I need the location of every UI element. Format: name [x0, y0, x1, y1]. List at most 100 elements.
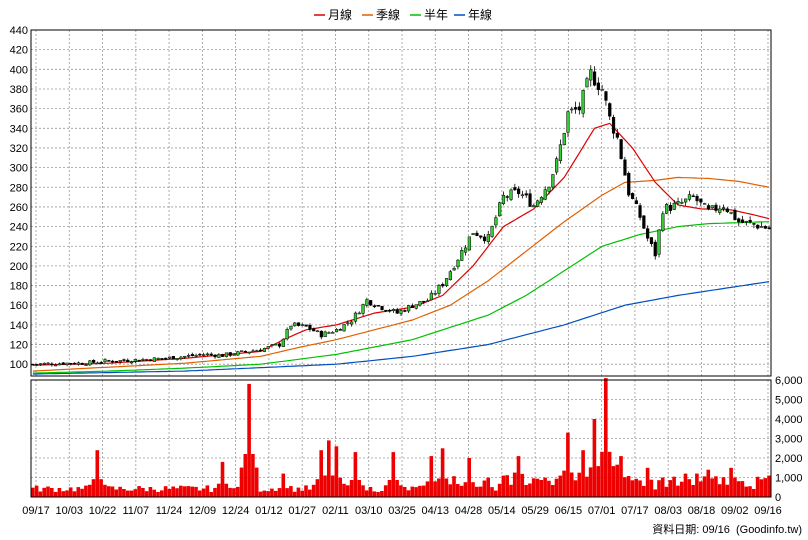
volume-bar — [554, 478, 559, 497]
volume-bar — [182, 486, 187, 497]
candle-body — [585, 78, 589, 88]
candlestick — [433, 290, 437, 296]
volume-bar — [547, 480, 551, 497]
candle-body — [312, 328, 316, 332]
date-tick-label: 10/03 — [56, 505, 84, 517]
candle-body — [767, 227, 771, 230]
footer-source: 資料日期: 09/16 (Goodinfo.tw) — [652, 524, 802, 536]
candle-body — [338, 329, 342, 331]
candle-body — [76, 362, 81, 365]
candlestick — [171, 356, 175, 360]
candlestick — [699, 198, 703, 206]
candlestick — [460, 247, 464, 261]
volume-bar — [251, 454, 255, 497]
candle-body — [672, 202, 676, 210]
candle-body — [327, 332, 331, 334]
ma-line-年線 — [32, 281, 770, 375]
volume-bar — [630, 480, 635, 497]
candlestick — [501, 191, 506, 206]
candlestick — [657, 229, 661, 258]
volume-bar — [429, 456, 434, 497]
volume-bar — [440, 448, 445, 498]
candle-body — [733, 209, 737, 220]
volume-bar — [118, 486, 122, 497]
volume-bar — [592, 419, 597, 497]
volume-bar — [110, 486, 115, 497]
price-tick-label: 380 — [10, 84, 28, 96]
volume-bar — [300, 490, 304, 497]
volume-bar — [50, 488, 54, 497]
candlestick — [38, 363, 43, 366]
volume-bar — [91, 479, 96, 497]
volume-bar — [562, 470, 566, 497]
candlestick — [391, 308, 396, 313]
candlestick — [524, 190, 528, 198]
volume-bar — [160, 490, 164, 497]
candlestick — [145, 358, 149, 362]
volume-bar — [148, 487, 153, 497]
volume-bar — [501, 475, 506, 497]
candle-body — [539, 197, 544, 203]
candle-body — [740, 219, 745, 223]
volume-tick-label: 1,000 — [775, 473, 803, 485]
volume-bar — [338, 477, 342, 497]
volume-bar — [141, 488, 145, 497]
candlestick — [107, 359, 111, 362]
candlestick — [718, 205, 722, 215]
candlestick — [384, 309, 388, 313]
candle-body — [547, 186, 551, 192]
candle-body — [418, 301, 422, 306]
volume-bar — [387, 480, 392, 497]
price-tick-label: 360 — [10, 104, 28, 116]
price-tick-label: 300 — [10, 163, 28, 175]
date-tick-label: 04/28 — [455, 505, 483, 517]
candle-body — [551, 174, 555, 188]
volume-bar — [46, 486, 50, 497]
candle-body — [61, 362, 65, 365]
candle-body — [160, 358, 164, 360]
candle-body — [570, 108, 574, 111]
volume-bar — [600, 451, 604, 497]
volume-bar — [733, 477, 737, 497]
candle-body — [388, 309, 392, 312]
candlestick — [407, 304, 411, 314]
candle-body — [228, 352, 232, 356]
volume-bar — [285, 488, 289, 497]
volume-bar — [201, 488, 206, 497]
volume-bar — [270, 488, 274, 497]
candle-body — [255, 350, 259, 352]
volume-bar — [228, 487, 232, 497]
candlestick — [346, 320, 350, 327]
candle-body — [293, 322, 297, 327]
volume-tick-label: 4,000 — [775, 414, 803, 426]
volume-bar — [342, 483, 346, 497]
candle-body — [274, 343, 278, 346]
candlestick — [558, 139, 563, 164]
candle-body — [433, 293, 437, 295]
candlestick — [744, 220, 748, 226]
candle-body — [92, 359, 96, 363]
volume-bar — [433, 481, 437, 497]
candle-body — [399, 310, 403, 314]
candlestick — [133, 358, 137, 363]
volume-bar — [645, 467, 650, 498]
candlestick — [448, 269, 452, 281]
date-tick-label: 05/29 — [521, 505, 549, 517]
candlestick — [494, 215, 498, 229]
candle-body — [623, 159, 627, 176]
volume-bar — [194, 486, 198, 497]
candle-body — [167, 356, 172, 359]
candlestick — [35, 363, 39, 366]
candlestick — [350, 319, 354, 327]
candlestick — [725, 207, 729, 213]
volume-bar — [209, 492, 213, 497]
candle-body — [247, 351, 251, 354]
candlestick — [270, 343, 274, 348]
candlestick — [691, 193, 695, 198]
date-tick-label: 03/10 — [355, 505, 383, 517]
candlestick — [403, 309, 407, 313]
candlestick — [608, 102, 612, 121]
candlestick — [547, 186, 551, 195]
volume-bar — [319, 450, 323, 497]
candle-body — [391, 309, 396, 312]
